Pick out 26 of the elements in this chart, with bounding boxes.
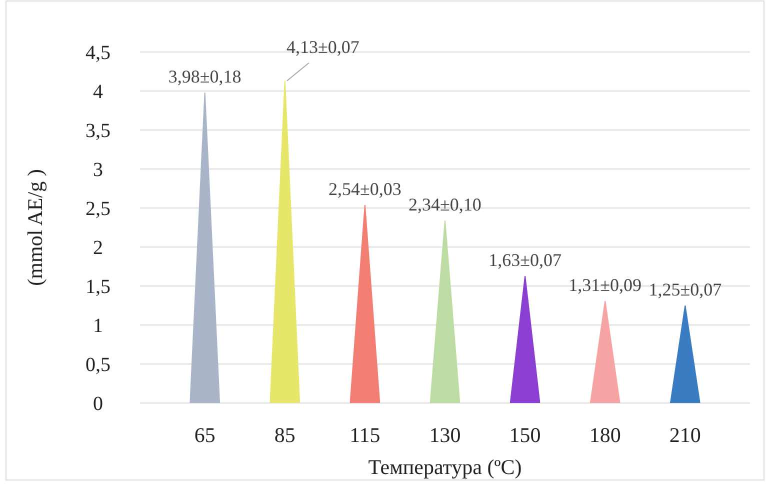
y-tick-label: 2,5 (86, 198, 110, 220)
x-tick-label: 130 (429, 423, 461, 447)
y-tick-label: 0 (93, 393, 103, 415)
x-tick-label: 85 (274, 423, 296, 447)
x-tick-label: 65 (194, 423, 216, 447)
data-label: 1,63±0,07 (488, 250, 562, 270)
x-tick-label: 115 (350, 423, 380, 447)
y-tick-label: 3 (93, 159, 103, 181)
data-label: 3,98±0,18 (168, 66, 242, 87)
y-tick-label: 4,5 (86, 42, 110, 64)
y-tick-label: 4 (93, 81, 103, 103)
data-label: 4,13±0,07 (286, 36, 360, 57)
y-tick-label: 0,5 (86, 354, 110, 376)
x-tick-label: 180 (589, 423, 621, 447)
data-label: 2,54±0,03 (328, 178, 402, 199)
x-tick-label: 210 (669, 423, 701, 447)
y-tick-label: 1,5 (86, 276, 110, 298)
x-axis-title: Температура (ºC) (368, 455, 522, 479)
data-label: 1,25±0,07 (648, 280, 722, 300)
data-label: 2,34±0,10 (408, 194, 482, 214)
y-tick-label: 3,5 (86, 120, 110, 142)
y-axis-title: (mmol AE/g ) (23, 169, 47, 286)
y-tick-label: 2 (93, 237, 103, 259)
data-label: 1,31±0,09 (568, 274, 642, 295)
y-tick-label: 1 (93, 315, 103, 337)
x-tick-label: 150 (509, 423, 541, 447)
